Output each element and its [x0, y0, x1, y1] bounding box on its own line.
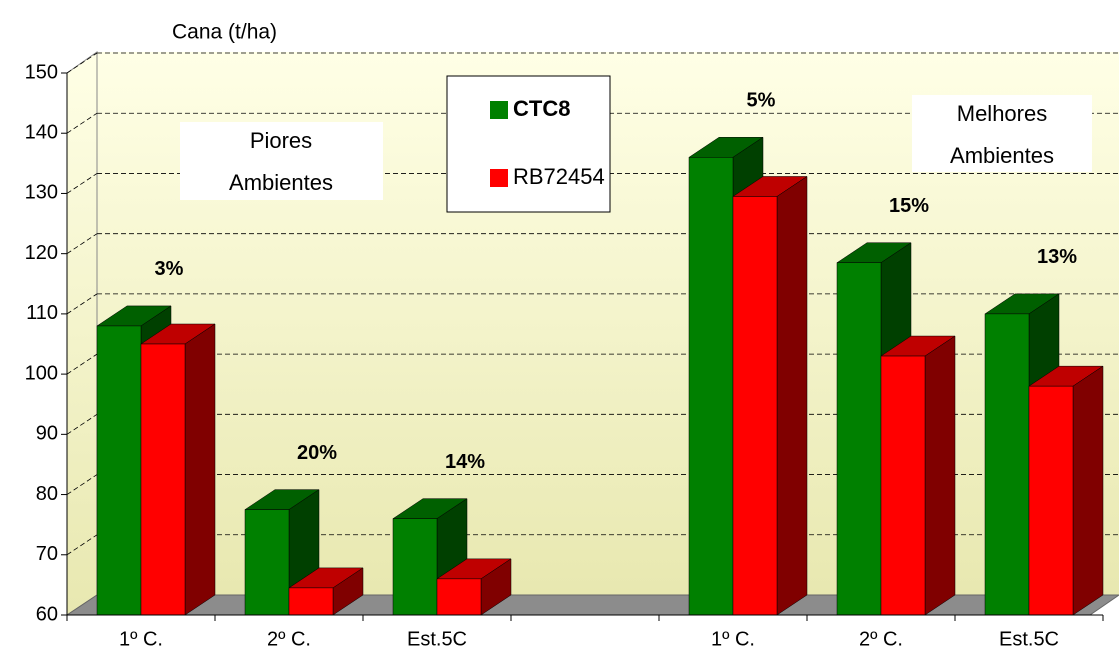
x-tick-label: 1º C. — [119, 628, 163, 650]
group-label: Melhores — [957, 101, 1047, 126]
labels: 60 70 80 90 100 110 120 130 140 150 1º C. 3% 2º C. 20… — [25, 61, 1104, 650]
bar-front — [96, 325, 142, 616]
group-box — [912, 95, 1092, 172]
grid-line — [66, 173, 98, 194]
annotation: 5% — [747, 90, 776, 112]
grid-line — [66, 474, 98, 495]
bar — [732, 175, 808, 616]
y-tick-label: 130 — [25, 182, 58, 204]
y-tick-label: 150 — [25, 61, 58, 83]
grid-line — [66, 52, 98, 74]
legend — [446, 75, 611, 213]
x-tick-label: 2º C. — [267, 628, 311, 650]
bar — [140, 323, 216, 616]
bar-front — [244, 509, 290, 616]
bar — [1028, 365, 1104, 616]
y-tick-label: 140 — [25, 122, 58, 144]
bar-front — [1028, 385, 1074, 616]
grid-line — [66, 233, 98, 254]
grid-line — [66, 112, 98, 134]
y-tick-label: 90 — [36, 423, 58, 445]
x-tick-label: 2º C. — [859, 628, 903, 650]
grid-line — [66, 293, 98, 315]
legend-swatch — [490, 101, 508, 119]
bar-front — [688, 157, 734, 616]
annotation: 20% — [297, 442, 337, 464]
x-tick-label: Est.5C — [407, 628, 467, 650]
y-axis-label: Cana (t/ha) — [172, 21, 277, 44]
bar-front — [880, 355, 926, 616]
x-tick-label: Est.5C — [999, 628, 1059, 650]
bar-front — [140, 343, 186, 616]
annotation: 3% — [155, 258, 184, 280]
bar-side — [776, 175, 808, 616]
y-tick-label: 80 — [36, 483, 58, 505]
bar-side — [1072, 365, 1104, 616]
y-tick-label: 110 — [26, 302, 58, 324]
y-tick-label: 100 — [25, 362, 58, 384]
bar-front — [436, 578, 482, 616]
bar-side — [924, 335, 956, 616]
floor — [65, 594, 1119, 616]
grid-line — [66, 414, 98, 435]
grid-line — [66, 534, 98, 556]
y-tick-label: 60 — [36, 603, 58, 625]
bar-front — [732, 196, 778, 616]
bar-side — [184, 323, 216, 616]
bar — [880, 335, 956, 616]
bar — [288, 567, 364, 616]
bar — [436, 558, 512, 616]
bars — [96, 136, 1104, 616]
group-label: Ambientes — [229, 170, 333, 195]
annotation: 13% — [1037, 246, 1077, 268]
legend-label: RB72454 — [513, 164, 605, 189]
x-tick-label: 1º C. — [711, 628, 755, 650]
bar-front — [836, 262, 882, 616]
side-wall — [66, 51, 98, 616]
legend-label: CTC8 — [513, 96, 570, 121]
bar-front — [288, 587, 334, 616]
bar-front — [984, 313, 1030, 616]
bar-front — [392, 518, 438, 616]
annotation: 14% — [445, 451, 485, 473]
y-tick-label: 70 — [36, 543, 58, 565]
group-label: Piores — [250, 128, 312, 153]
group-label: Ambientes — [950, 143, 1054, 168]
annotation: 15% — [889, 195, 929, 217]
group-box — [180, 122, 383, 200]
grid-line — [66, 353, 98, 375]
y-tick-label: 120 — [25, 242, 58, 264]
legend-swatch — [490, 169, 508, 187]
